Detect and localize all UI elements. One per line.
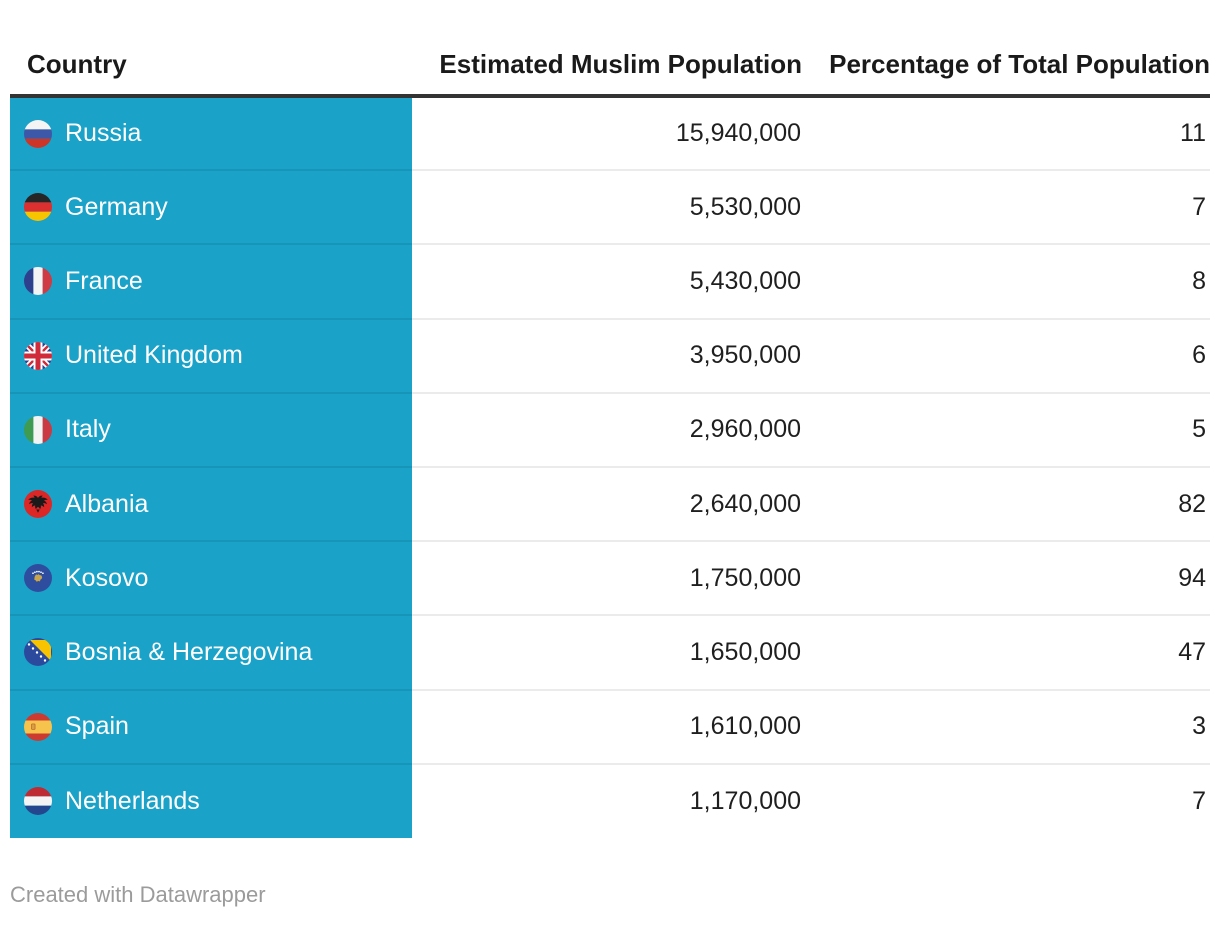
- germany-flag-icon: [24, 193, 52, 222]
- population-cell: 1,750,000: [412, 540, 802, 616]
- population-cell: 1,650,000: [412, 614, 802, 690]
- header-row: Country Estimated Muslim Population Perc…: [10, 0, 1210, 98]
- country-label: France: [65, 266, 143, 295]
- datawrapper-attribution-link[interactable]: Created with Datawrapper: [10, 881, 266, 907]
- percentage-cell: 7: [802, 762, 1210, 838]
- italy-flag-icon: [24, 415, 52, 444]
- table-row: Germany 5,530,000 7: [10, 169, 1210, 245]
- table-row: France 5,430,000 8: [10, 243, 1210, 319]
- table-row: Kosovo 1,750,000 94: [10, 540, 1210, 616]
- table-row: Spain 1,610,000 3: [10, 688, 1210, 764]
- percentage-cell: 47: [802, 614, 1210, 690]
- country-label: Netherlands: [65, 786, 200, 815]
- russia-flag-icon: [24, 119, 52, 148]
- table-body: Russia 15,940,000 11: [10, 96, 1210, 838]
- table-row: Albania 2,640,000 82: [10, 465, 1210, 542]
- country-cell: Germany: [10, 169, 412, 245]
- country-label: Kosovo: [65, 563, 149, 592]
- country-cell: Albania: [10, 465, 412, 542]
- kosovo-flag-icon: [24, 564, 52, 593]
- percentage-cell: 94: [802, 540, 1210, 616]
- country-cell: France: [10, 243, 412, 319]
- table-row: Italy 2,960,000 5: [10, 391, 1210, 467]
- country-label: Albania: [65, 489, 149, 518]
- percentage-cell: 7: [802, 169, 1210, 245]
- column-header-population: Estimated Muslim Population: [412, 0, 802, 98]
- country-cell: Netherlands: [10, 762, 412, 838]
- table-header: Country Estimated Muslim Population Perc…: [10, 0, 1210, 98]
- country-cell: Italy: [10, 391, 412, 467]
- country-label: United Kingdom: [65, 341, 243, 370]
- country-label: Germany: [65, 192, 168, 221]
- population-cell: 5,430,000: [412, 243, 802, 319]
- data-table: Country Estimated Muslim Population Perc…: [10, 0, 1210, 838]
- spain-flag-icon: [24, 712, 52, 741]
- country-cell: Russia: [10, 96, 412, 171]
- country-label: Spain: [65, 712, 129, 741]
- country-cell: Spain: [10, 688, 412, 764]
- country-cell: Kosovo: [10, 540, 412, 616]
- population-cell: 15,940,000: [675, 119, 801, 148]
- population-cell: 2,640,000: [412, 465, 802, 542]
- population-cell: 1,610,000: [412, 688, 802, 764]
- table-row: Bosnia & Herzegovina 1,650,000 47: [10, 614, 1210, 690]
- table-row: Netherlands 1,170,000 7: [10, 762, 1210, 838]
- population-cell: 1,170,000: [412, 762, 802, 838]
- united-kingdom-flag-icon: [24, 341, 52, 370]
- percentage-cell: 6: [802, 317, 1210, 393]
- percentage-cell: 3: [802, 688, 1210, 764]
- country-cell: Bosnia & Herzegovina: [10, 614, 412, 690]
- percentage-cell: 11: [1180, 119, 1206, 148]
- albania-flag-icon: [24, 490, 52, 519]
- column-header-country: Country: [10, 0, 412, 98]
- table-row: Russia 15,940,000 11: [10, 96, 1210, 171]
- country-label: Russia: [65, 119, 142, 148]
- netherlands-flag-icon: [24, 787, 52, 816]
- population-cell: 5,530,000: [412, 169, 802, 245]
- country-cell: United Kingdom: [10, 317, 412, 393]
- percentage-cell: 8: [802, 243, 1210, 319]
- percentage-cell: 82: [802, 465, 1210, 542]
- country-label: Italy: [65, 415, 111, 444]
- population-cell: 2,960,000: [412, 391, 802, 467]
- column-header-percentage: Percentage of Total Population: [802, 0, 1210, 98]
- country-label: Bosnia & Herzegovina: [65, 637, 313, 666]
- bosnia-herzegovina-flag-icon: [24, 638, 52, 667]
- france-flag-icon: [24, 267, 52, 296]
- percentage-cell: 5: [802, 391, 1210, 467]
- population-cell: 3,950,000: [412, 317, 802, 393]
- table-row: United Kingdom 3,950,000 6: [10, 317, 1210, 393]
